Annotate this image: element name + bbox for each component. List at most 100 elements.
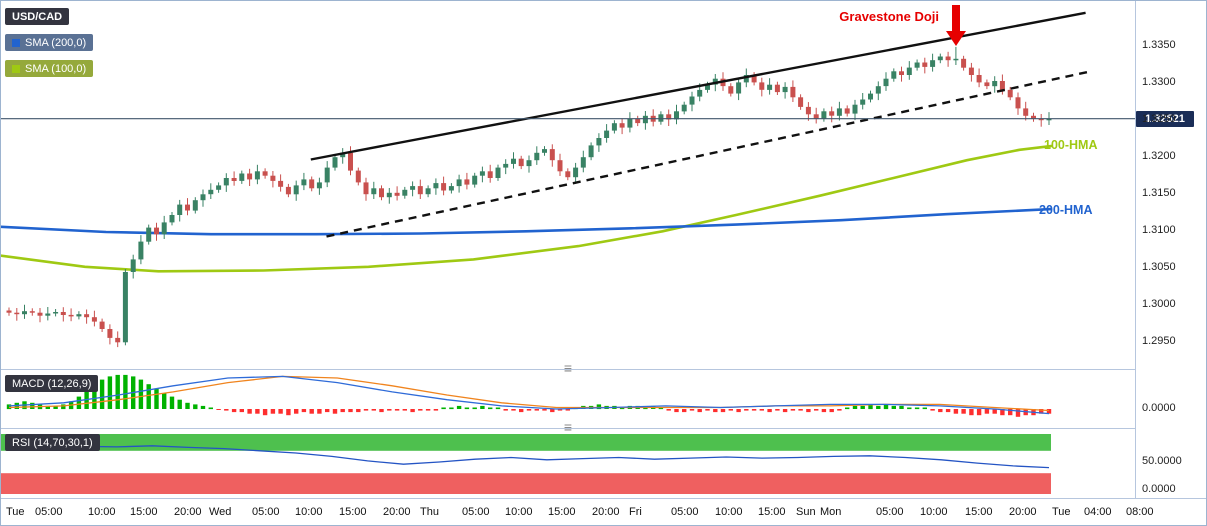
sma100-badge[interactable]: SMA (100,0) — [5, 60, 94, 77]
candle — [22, 311, 27, 315]
macd-histogram-bar — [216, 409, 221, 410]
candle — [161, 222, 167, 235]
time-axis-label: Mon — [820, 506, 842, 518]
candle — [363, 182, 369, 195]
candle — [674, 111, 679, 120]
macd-histogram-bar — [262, 409, 268, 416]
macd-histogram-bar — [759, 409, 764, 411]
candle — [906, 67, 912, 75]
macd-histogram-bar — [976, 409, 982, 416]
time-axis-label: 05:00 — [671, 506, 699, 518]
candle — [604, 130, 610, 138]
candle — [844, 108, 850, 114]
candle — [635, 118, 641, 124]
candle — [316, 182, 322, 189]
candle — [177, 204, 183, 215]
macd-histogram-bar — [464, 407, 470, 410]
macd-histogram-bar — [782, 409, 788, 413]
macd-histogram-bar — [402, 409, 407, 411]
price-tick-label: 1.3150 — [1142, 187, 1176, 200]
time-axis-label: 15:00 — [758, 506, 786, 518]
macd-histogram-bar — [418, 409, 423, 411]
macd-histogram-bar — [449, 407, 454, 410]
macd-label: MACD (12,26,9) — [12, 377, 92, 390]
candle — [860, 99, 866, 105]
candle — [355, 170, 361, 183]
macd-histogram-bar — [456, 405, 462, 409]
candle — [666, 114, 672, 120]
candle — [588, 145, 594, 158]
candle — [937, 56, 943, 61]
macd-histogram-bar — [945, 409, 951, 413]
time-scale[interactable]: Tue 05:00 10:00 15:00 20:00 Wed 05:00 10:00 15:0… — [1, 498, 1206, 525]
candle — [829, 111, 835, 116]
time-axis-label: 20:00 — [592, 506, 620, 518]
rsi-badge[interactable]: RSI (14,70,30,1) — [5, 434, 100, 451]
solid-trendline[interactable] — [310, 11, 1086, 161]
macd-histogram-bar — [177, 399, 182, 409]
macd-histogram-bar — [922, 407, 927, 410]
candle — [169, 215, 175, 223]
macd-chart-canvas[interactable] — [1, 371, 1136, 427]
price-scale[interactable]: 1.32521 1.3350 1.3300 1.3250 1.3200 1.3150 1.… — [1135, 1, 1206, 498]
macd-histogram-bar — [938, 409, 943, 413]
candle — [309, 179, 315, 189]
time-axis-label: Sun — [796, 506, 816, 518]
macd-histogram-bar — [115, 374, 120, 409]
candle — [53, 312, 59, 314]
candle — [798, 97, 804, 107]
macd-histogram-bar — [348, 409, 353, 413]
macd-histogram-bar — [658, 407, 664, 410]
hma100-line[interactable] — [1, 144, 1053, 273]
macd-histogram-bar — [534, 409, 539, 411]
sma200-badge[interactable]: SMA (200,0) — [5, 34, 94, 51]
candle — [410, 186, 416, 190]
candle — [115, 337, 121, 343]
candle — [448, 186, 454, 191]
candle — [324, 167, 330, 183]
macd-histogram-bar — [837, 409, 842, 411]
macd-histogram-bar — [682, 409, 687, 413]
candle — [37, 312, 43, 316]
price-tick-label: 1.3050 — [1142, 261, 1176, 274]
time-axis-label: 20:00 — [383, 506, 411, 518]
price-tick-label: 1.3350 — [1142, 39, 1176, 52]
time-axis-label: 10:00 — [88, 506, 116, 518]
macd-histogram-bar — [868, 404, 873, 410]
macd-badge[interactable]: MACD (12,26,9) — [5, 375, 99, 392]
macd-histogram-bar — [6, 404, 12, 410]
panel-resize-handle[interactable]: ≡ — [563, 419, 573, 435]
price-chart-canvas[interactable] — [1, 1, 1136, 369]
macd-histogram-bar — [852, 405, 858, 409]
rsi-chart-canvas[interactable] — [1, 430, 1136, 498]
candle — [348, 152, 353, 171]
candle — [14, 312, 20, 315]
macd-histogram-bar — [92, 384, 97, 409]
candle — [836, 108, 842, 116]
candle — [425, 188, 431, 195]
dashed-trendline[interactable] — [326, 70, 1092, 238]
macd-histogram-bar — [356, 409, 361, 413]
macd-histogram-bar — [511, 409, 516, 411]
candle — [1046, 118, 1052, 121]
candle — [386, 192, 392, 198]
symbol-badge[interactable]: USD/CAD — [5, 8, 70, 25]
macd-histogram-bar — [123, 374, 128, 409]
macd-histogram-bar — [332, 409, 338, 414]
panel-resize-handle[interactable]: ≡ — [563, 360, 573, 376]
macd-histogram-bar — [953, 409, 959, 414]
candle — [782, 86, 788, 93]
hma200-line[interactable] — [1, 207, 1053, 236]
panel-divider — [1, 428, 1206, 429]
macd-histogram-bar — [883, 404, 889, 410]
macd-histogram-bar — [239, 409, 244, 413]
candle — [503, 163, 509, 168]
macd-histogram-bar — [860, 405, 865, 409]
macd-histogram-bar — [317, 409, 322, 414]
candle — [130, 259, 136, 272]
candle — [45, 313, 51, 316]
macd-histogram-bar — [99, 379, 105, 409]
candle — [1031, 115, 1036, 119]
candle — [60, 312, 66, 315]
